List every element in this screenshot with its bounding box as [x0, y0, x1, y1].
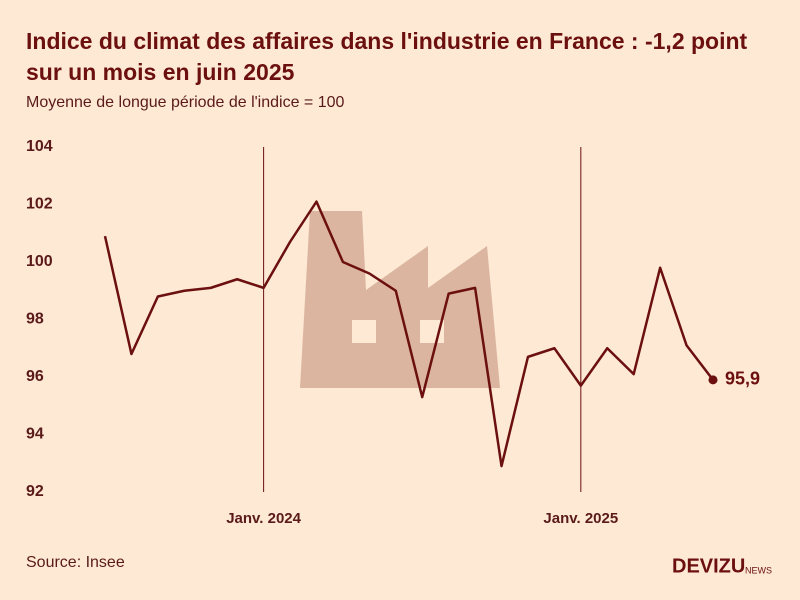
- y-tick-label: 98: [26, 311, 44, 328]
- chart-title: Indice du climat des affaires dans l'ind…: [26, 28, 748, 85]
- y-tick-label: 92: [26, 483, 44, 500]
- y-tick-label: 96: [26, 368, 44, 385]
- x-tick-label: Janv. 2025: [543, 510, 618, 527]
- y-tick-label: 94: [26, 426, 44, 443]
- y-tick-label: 104: [26, 138, 53, 155]
- source: Source: Insee: [26, 554, 125, 571]
- y-tick-label: 100: [26, 253, 53, 270]
- factory-icon: [300, 211, 500, 388]
- y-tick-label: 102: [26, 196, 53, 213]
- x-tick-label: Janv. 2024: [226, 510, 301, 527]
- data-line: [103, 200, 714, 468]
- value-label: 95,9: [725, 369, 760, 389]
- brand-suffix: NEWS: [745, 565, 772, 575]
- end-point: [708, 375, 718, 385]
- chart-subtitle: Moyenne de longue période de l'indice = …: [26, 94, 345, 111]
- brand: DEVIZU: [672, 555, 745, 577]
